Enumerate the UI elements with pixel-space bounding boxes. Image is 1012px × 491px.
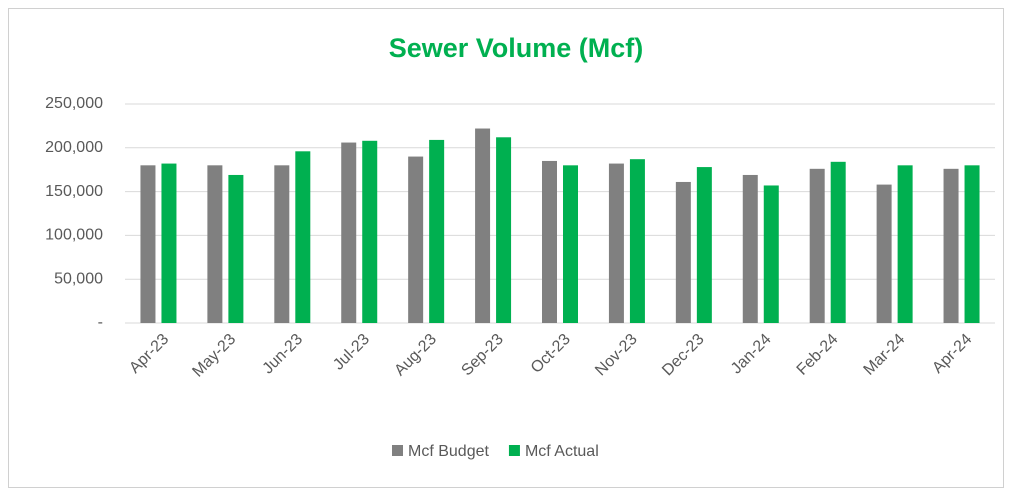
y-tick-label: 50,000 (54, 270, 103, 287)
bar (763, 185, 779, 323)
bar (362, 140, 378, 323)
bar (140, 165, 156, 323)
bar (542, 160, 557, 323)
bar (563, 165, 578, 323)
bar (608, 163, 624, 323)
legend-label: Mcf Budget (408, 443, 489, 460)
legend-label: Mcf Actual (525, 443, 599, 460)
bar (696, 167, 712, 323)
bar (274, 165, 290, 323)
y-tick-label: 250,000 (45, 95, 103, 112)
legend-swatch (392, 445, 403, 456)
bar (830, 161, 846, 323)
bar (742, 174, 758, 323)
bar (629, 159, 645, 323)
bar (228, 174, 244, 323)
bar (897, 165, 913, 323)
bar (161, 163, 177, 323)
bar (295, 151, 311, 323)
bar (429, 139, 445, 323)
bar (943, 168, 959, 323)
bar (341, 142, 357, 323)
bar (496, 137, 512, 323)
bar (475, 128, 491, 323)
y-tick-label: 150,000 (45, 183, 103, 200)
y-tick-label: 100,000 (45, 227, 103, 244)
legend-swatch (508, 445, 520, 456)
chart-title: Sewer Volume (Mcf) (389, 33, 644, 63)
bar (809, 168, 825, 323)
bar (408, 156, 424, 323)
bar (207, 165, 223, 323)
bar (964, 165, 980, 323)
y-tick-label: - (98, 314, 103, 331)
y-tick-label: 200,000 (45, 139, 103, 156)
bar (675, 181, 691, 323)
bar (876, 184, 892, 323)
